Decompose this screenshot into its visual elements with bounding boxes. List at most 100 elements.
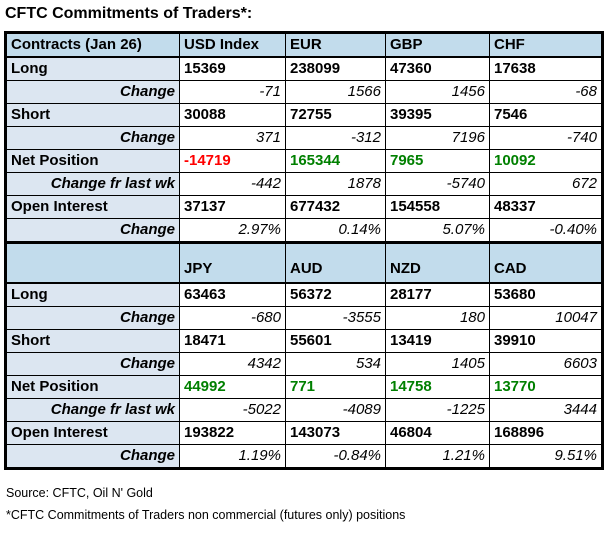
cell-value: 1456 (385, 80, 490, 104)
cell-value: -71 (179, 80, 286, 104)
cell-value: 7546 (489, 103, 603, 127)
column-header: NZD (385, 241, 490, 284)
row-label: Short (5, 103, 180, 127)
section-header-row: Contracts (Jan 26) USD Index EUR GBP CHF (5, 32, 603, 58)
cell-value: 7965 (385, 149, 490, 173)
cell-value: 4342 (179, 351, 286, 376)
cell-value: -4089 (285, 397, 386, 422)
cell-value: -0.40% (489, 218, 603, 243)
footer-notes: Source: CFTC, Oil N' Gold *CFTC Commitme… (6, 486, 606, 522)
column-header-label (5, 241, 180, 284)
cell-value: 30088 (179, 103, 286, 127)
table-row: Change 2.97% 0.14% 5.07% -0.40% (5, 218, 603, 243)
cell-value: 56372 (285, 282, 386, 307)
cell-value: 47360 (385, 56, 490, 81)
table-row: Short 18471 55601 13419 39910 (5, 328, 603, 353)
column-header: GBP (385, 32, 490, 58)
column-header: AUD (285, 241, 386, 284)
cell-value: 154558 (385, 195, 490, 219)
cell-value: 2.97% (179, 218, 286, 243)
cell-value: 1.19% (179, 443, 286, 469)
cell-value: -680 (179, 305, 286, 330)
cell-value: 39910 (489, 328, 603, 353)
table-row: Short 30088 72755 39395 7546 (5, 103, 603, 127)
source-note: Source: CFTC, Oil N' Gold (6, 485, 153, 500)
cell-value: 39395 (385, 103, 490, 127)
row-label: Change (5, 305, 180, 330)
table-row: Long 15369 238099 47360 17638 (5, 56, 603, 81)
cell-value: 18471 (179, 328, 286, 353)
cell-value: 677432 (285, 195, 386, 219)
cell-value: 371 (179, 126, 286, 150)
cell-value: 165344 (285, 149, 386, 173)
column-header: CAD (489, 241, 603, 284)
column-header: JPY (179, 241, 286, 284)
cell-value: 1878 (285, 172, 386, 196)
row-label: Long (5, 56, 180, 81)
cell-value: 44992 (179, 374, 286, 399)
table-row: Change fr last wk -442 1878 -5740 672 (5, 172, 603, 196)
cell-value: 10047 (489, 305, 603, 330)
cell-value: -0.84% (285, 443, 386, 469)
row-label: Open Interest (5, 195, 180, 219)
cell-value: 17638 (489, 56, 603, 81)
cell-value: -68 (489, 80, 603, 104)
cot-table-body: Contracts (Jan 26) USD Index EUR GBP CHF Long… (5, 32, 603, 469)
row-label: Net Position (5, 374, 180, 399)
table-row: Change 1.19% -0.84% 1.21% 9.51% (5, 443, 603, 469)
cell-value: 53680 (489, 282, 603, 307)
cell-value: -5022 (179, 397, 286, 422)
table-row: Net Position -14719 165344 7965 10092 (5, 149, 603, 173)
column-header-label: Contracts (Jan 26) (5, 32, 180, 58)
cell-value: 771 (285, 374, 386, 399)
column-header: USD Index (179, 32, 286, 58)
cell-value: -312 (285, 126, 386, 150)
table-row: Open Interest 193822 143073 46804 168896 (5, 420, 603, 445)
cell-value: 672 (489, 172, 603, 196)
table-row: Open Interest 37137 677432 154558 48337 (5, 195, 603, 219)
cell-value: 7196 (385, 126, 490, 150)
cell-value: 238099 (285, 56, 386, 81)
row-label: Change (5, 126, 180, 150)
cell-value: 193822 (179, 420, 286, 445)
table-row: Change -71 1566 1456 -68 (5, 80, 603, 104)
cell-value: 180 (385, 305, 490, 330)
cell-value: 1566 (285, 80, 386, 104)
row-label: Change fr last wk (5, 397, 180, 422)
cell-value: -5740 (385, 172, 490, 196)
row-label: Net Position (5, 149, 180, 173)
table-row: Long 63463 56372 28177 53680 (5, 282, 603, 307)
table-row: Change 4342 534 1405 6603 (5, 351, 603, 376)
cell-value: 3444 (489, 397, 603, 422)
cell-value: 10092 (489, 149, 603, 173)
cell-value: 0.14% (285, 218, 386, 243)
cell-value: 534 (285, 351, 386, 376)
definition-note: *CFTC Commitments of Traders non commerc… (6, 507, 406, 522)
cell-value: 48337 (489, 195, 603, 219)
cell-value: -442 (179, 172, 286, 196)
cell-value: 168896 (489, 420, 603, 445)
cell-value: -3555 (285, 305, 386, 330)
row-label: Long (5, 282, 180, 307)
table-row: Change fr last wk -5022 -4089 -1225 3444 (5, 397, 603, 422)
section-header-row: JPY AUD NZD CAD (5, 241, 603, 284)
row-label: Open Interest (5, 420, 180, 445)
cell-value: -740 (489, 126, 603, 150)
table-row: Change 371 -312 7196 -740 (5, 126, 603, 150)
row-label: Short (5, 328, 180, 353)
row-label: Change (5, 443, 180, 469)
column-header: CHF (489, 32, 603, 58)
table-row: Change -680 -3555 180 10047 (5, 305, 603, 330)
cell-value: 72755 (285, 103, 386, 127)
cell-value: 46804 (385, 420, 490, 445)
row-label: Change (5, 80, 180, 104)
cell-value: 1405 (385, 351, 490, 376)
cot-table: Contracts (Jan 26) USD Index EUR GBP CHF Long… (4, 31, 604, 470)
cell-value: 13419 (385, 328, 490, 353)
cell-value: 15369 (179, 56, 286, 81)
cell-value: 37137 (179, 195, 286, 219)
page-title: CFTC Commitments of Traders*: (5, 5, 253, 22)
cell-value: 5.07% (385, 218, 490, 243)
cell-value: 63463 (179, 282, 286, 307)
cell-value: 9.51% (489, 443, 603, 469)
